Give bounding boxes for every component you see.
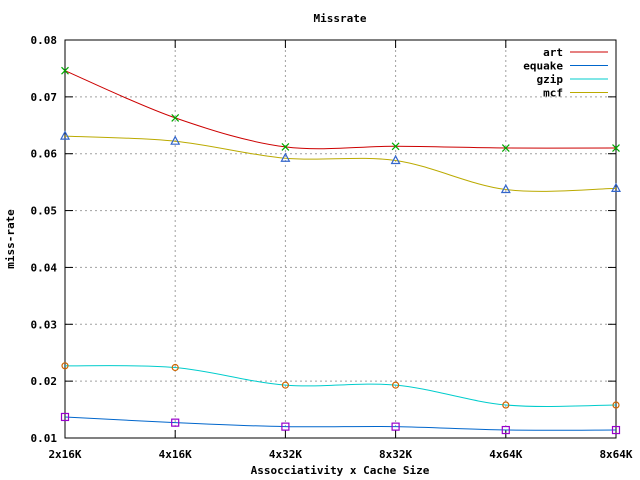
y-tick-label: 0.04 (31, 261, 58, 274)
data-point-mcf (60, 130, 70, 140)
chart-title: Missrate (314, 12, 367, 25)
x-tick-label: 2x16K (48, 448, 81, 461)
data-point-equake (391, 422, 400, 431)
y-tick-label: 0.03 (31, 318, 58, 331)
data-point-gzip (392, 381, 400, 389)
series-line-gzip (64, 365, 617, 407)
data-point-mcf (390, 154, 401, 165)
data-point-equake (60, 412, 70, 422)
y-axis-title: miss-rate (4, 209, 17, 269)
x-tick-label: 8x64K (599, 448, 632, 461)
x-tick-label: 4x16K (159, 448, 192, 461)
data-point-art (501, 144, 510, 152)
legend-label-equake: equake (523, 60, 563, 73)
x-tick-label: 4x32K (269, 448, 302, 461)
tick-marks (64, 39, 617, 439)
plot-frame (64, 39, 617, 439)
y-tick-label: 0.06 (31, 148, 58, 161)
data-point-art (61, 66, 69, 75)
data-point-equake (501, 425, 510, 435)
legend-label-gzip: gzip (537, 73, 564, 86)
data-point-art (391, 142, 400, 151)
series-line-mcf (64, 135, 617, 192)
data-point-gzip (502, 401, 510, 409)
grid (65, 40, 616, 438)
data-point-gzip (612, 401, 620, 409)
x-tick-label: 8x32K (379, 448, 412, 461)
data-point-equake (171, 418, 180, 427)
data-point-mcf (170, 135, 181, 145)
data-point-art (281, 142, 290, 151)
x-tick-labels: 2x16K 4x16K 4x32K 8x32K 4x64K 8x64K (48, 448, 632, 461)
series-line-art (64, 70, 617, 150)
data-point-art (612, 144, 620, 152)
series-lines (64, 70, 617, 431)
data-point-equake (611, 425, 621, 435)
y-tick-label: 0.02 (31, 375, 58, 388)
y-tick-label: 0.05 (31, 205, 58, 218)
y-tick-label: 0.07 (31, 91, 58, 104)
data-point-gzip (281, 381, 289, 389)
data-point-gzip (171, 363, 179, 372)
y-tick-label: 0.01 (31, 432, 58, 445)
data-point-mcf (611, 182, 621, 192)
x-axis-title: Assocciativity x Cache Size (251, 464, 430, 477)
series-line-equake (64, 416, 617, 431)
legend-label-art: art (543, 46, 563, 59)
data-point-mcf (500, 183, 511, 194)
y-tick-label: 0.08 (31, 34, 58, 47)
data-point-art (171, 113, 180, 122)
data-point-mcf (280, 152, 291, 162)
x-tick-label: 4x64K (489, 448, 522, 461)
data-point-gzip (61, 362, 69, 370)
data-point-equake (281, 422, 290, 431)
series-markers (60, 66, 621, 435)
y-tick-labels: 0.01 0.02 0.03 0.04 0.05 0.06 0.07 0.08 (31, 34, 58, 445)
legend-label-mcf: mcf (543, 87, 563, 100)
